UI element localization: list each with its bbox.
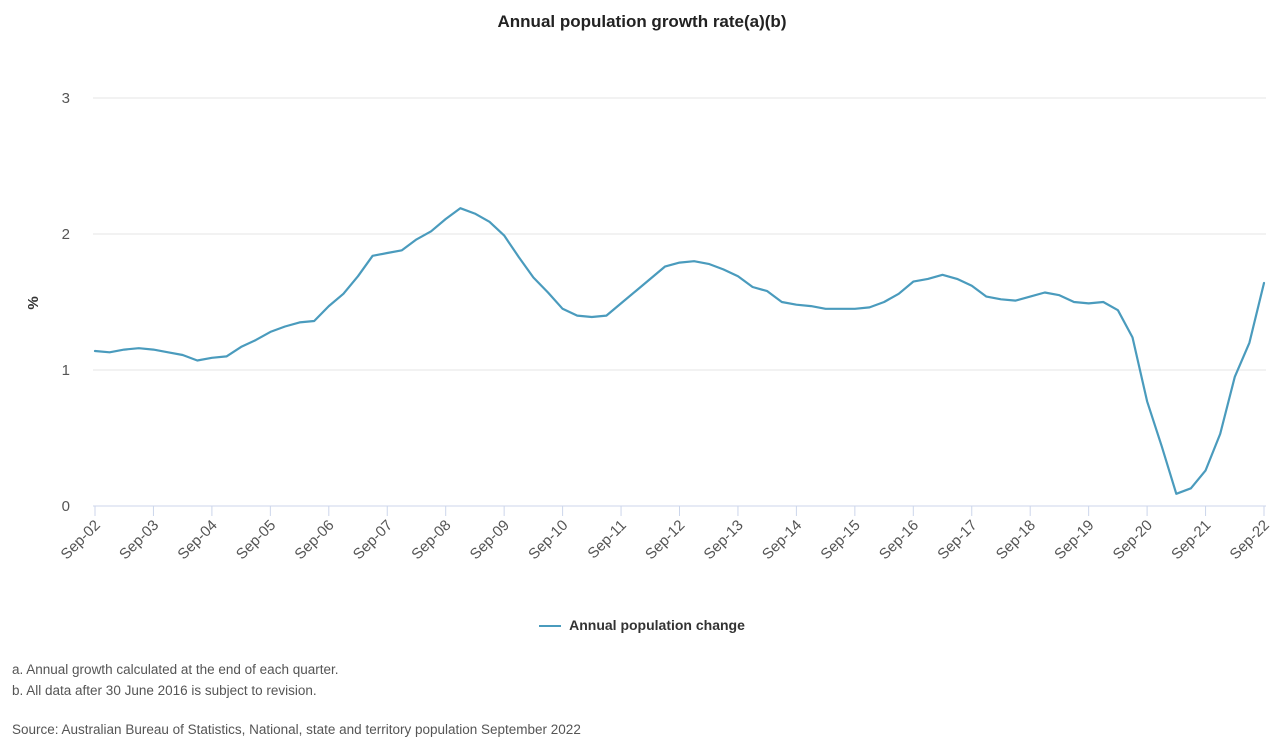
x-tick-label: Sep-02 bbox=[58, 517, 104, 563]
series-line-annual-population-change[interactable] bbox=[93, 207, 1266, 495]
x-tick-label: Sep-16 bbox=[876, 517, 922, 563]
legend-label: Annual population change bbox=[569, 617, 745, 633]
series-layer bbox=[93, 207, 1266, 495]
x-tick-label: Sep-20 bbox=[1110, 517, 1156, 563]
x-tick-label: Sep-14 bbox=[759, 517, 805, 563]
x-tick-label: Sep-17 bbox=[934, 517, 980, 563]
y-axis-label: % bbox=[25, 296, 42, 309]
y-tick-label: 1 bbox=[62, 362, 70, 379]
x-tick-label: Sep-18 bbox=[993, 517, 1039, 563]
legend-swatch bbox=[539, 625, 562, 628]
x-tick-label: Sep-10 bbox=[525, 517, 571, 563]
x-tick-label: Sep-03 bbox=[116, 517, 162, 563]
x-tick-label: Sep-11 bbox=[584, 517, 629, 562]
y-tick-label: 0 bbox=[62, 498, 70, 515]
grid-lines bbox=[93, 97, 1266, 371]
x-tick-label: Sep-12 bbox=[642, 517, 688, 563]
source-note: Source: Australian Bureau of Statistics,… bbox=[12, 722, 581, 737]
footnote-a: a. Annual growth calculated at the end o… bbox=[12, 662, 339, 677]
x-tick-label: Sep-21 bbox=[1168, 517, 1214, 563]
legend[interactable]: Annual population change bbox=[0, 617, 1284, 633]
chart-title: Annual population growth rate(a)(b) bbox=[497, 12, 787, 31]
x-tick-label: Sep-19 bbox=[1051, 517, 1097, 563]
x-tick-label: Sep-05 bbox=[233, 517, 279, 563]
y-axis-ticks: 0 1 2 3 bbox=[62, 90, 70, 515]
x-tick-label: Sep-13 bbox=[701, 517, 747, 563]
y-tick-label: 3 bbox=[62, 90, 70, 107]
y-tick-label: 2 bbox=[62, 226, 70, 243]
x-axis-ticks: Sep-02 Sep-03 Sep-04 Sep-05 Sep-06 Sep-07 Sep-… bbox=[58, 506, 1273, 563]
x-tick-label: Sep-15 bbox=[817, 517, 863, 563]
x-tick-label: Sep-09 bbox=[467, 517, 513, 563]
x-tick-label: Sep-07 bbox=[350, 517, 396, 563]
footnote-b: b. All data after 30 June 2016 is subjec… bbox=[12, 683, 317, 698]
x-tick-label: Sep-04 bbox=[175, 517, 221, 563]
x-tick-label: Sep-06 bbox=[291, 517, 337, 563]
x-tick-label: Sep-22 bbox=[1227, 517, 1273, 563]
x-tick-label: Sep-08 bbox=[408, 517, 454, 563]
